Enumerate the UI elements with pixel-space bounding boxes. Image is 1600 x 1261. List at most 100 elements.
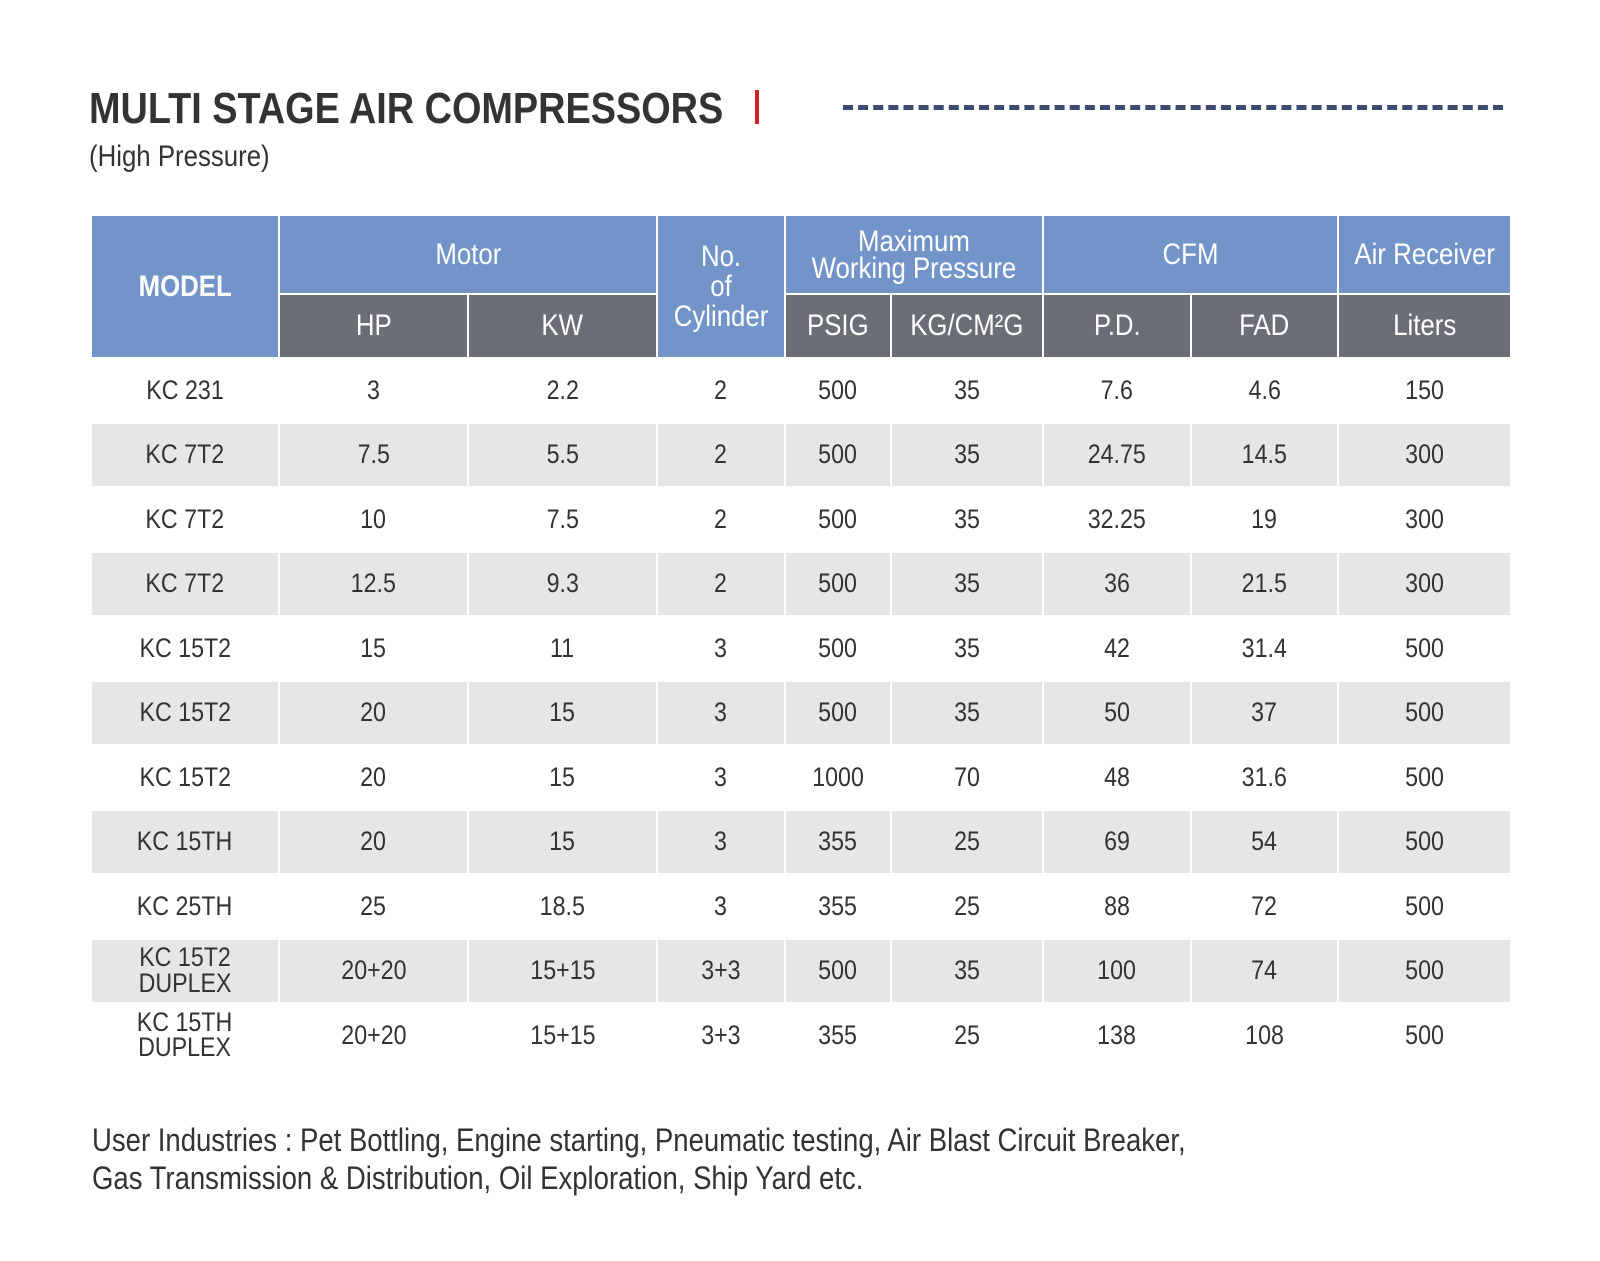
- cell-text: 48: [1104, 761, 1130, 792]
- value-cell: 35: [892, 359, 1042, 422]
- value-cell: 500: [1339, 746, 1510, 809]
- group-header: No. of Cylinder: [658, 216, 784, 357]
- cell-text: 12.5: [350, 568, 397, 599]
- cell-text: 31.4: [1241, 632, 1288, 663]
- cell-text: 15: [360, 632, 387, 663]
- cell-text: FAD: [1239, 309, 1290, 342]
- value-cell: 355: [786, 810, 890, 873]
- cell-text: 138: [1097, 1019, 1137, 1050]
- value-cell: 48: [1044, 746, 1190, 809]
- column-header: Liters: [1339, 295, 1510, 357]
- value-cell: 9.3: [469, 552, 656, 615]
- column-header: PSIG: [786, 295, 890, 357]
- cell-text: Liters: [1392, 309, 1457, 342]
- cell-text: 2: [714, 503, 728, 534]
- value-cell: 70: [892, 746, 1042, 809]
- cell-text: 108: [1245, 1019, 1284, 1050]
- value-cell: 69: [1044, 810, 1190, 873]
- value-cell: 1000: [786, 746, 890, 809]
- value-cell: 50: [1044, 681, 1190, 744]
- cell-text: 7.5: [357, 439, 390, 470]
- model-cell: KC 15T2: [92, 681, 278, 744]
- value-cell: 15: [469, 810, 656, 873]
- value-cell: 355: [786, 1004, 890, 1067]
- value-cell: 3+3: [658, 1004, 784, 1067]
- cell-text: 355: [818, 890, 858, 921]
- column-header: KW: [469, 295, 656, 357]
- model-cell: KC 15TH DUPLEX: [92, 1004, 278, 1067]
- cell-text: 3: [714, 826, 728, 857]
- cell-text: KC 15T2 DUPLEX: [138, 942, 232, 998]
- cell-text: 35: [954, 955, 980, 986]
- model-cell: KC 231: [92, 359, 278, 422]
- cell-text: KG/CM²G: [910, 309, 1024, 342]
- cell-text: No. of Cylinder: [673, 239, 769, 333]
- value-cell: 24.75: [1044, 423, 1190, 486]
- cell-text: 15+15: [529, 1019, 596, 1050]
- value-cell: 20: [280, 746, 467, 809]
- cell-text: 100: [1097, 955, 1137, 986]
- value-cell: 10: [280, 488, 467, 551]
- cell-text: Maximum Working Pressure: [811, 224, 1017, 285]
- cell-text: 24.75: [1087, 439, 1147, 470]
- cell-text: 500: [818, 439, 858, 470]
- value-cell: 2.2: [469, 359, 656, 422]
- cell-text: 20+20: [340, 955, 407, 986]
- group-header: CFM: [1044, 216, 1337, 293]
- cell-text: HP: [355, 309, 392, 342]
- cell-text: 20: [360, 761, 387, 792]
- value-cell: 500: [786, 939, 890, 1002]
- cell-text: KC 15TH DUPLEX: [137, 1006, 233, 1063]
- cell-text: 500: [1405, 890, 1444, 921]
- value-cell: 500: [786, 488, 890, 551]
- cell-text: 25: [954, 826, 980, 857]
- model-cell: KC 15T2: [92, 617, 278, 680]
- cell-text: 35: [954, 697, 980, 728]
- value-cell: 54: [1192, 810, 1337, 873]
- cell-text: 35: [954, 632, 980, 663]
- cell-text: 3: [367, 374, 380, 405]
- model-cell: KC 7T2: [92, 423, 278, 486]
- cell-text: 300: [1405, 439, 1444, 470]
- model-cell: KC 25TH: [92, 875, 278, 938]
- cell-text: 2.2: [546, 374, 579, 405]
- value-cell: 5.5: [469, 423, 656, 486]
- cell-text: 3+3: [701, 955, 741, 986]
- column-header: P.D.: [1044, 295, 1190, 357]
- column-header: FAD: [1192, 295, 1337, 357]
- cell-text: CFM: [1162, 237, 1219, 271]
- cell-text: 15: [549, 761, 576, 792]
- value-cell: 14.5: [1192, 423, 1337, 486]
- value-cell: 25: [892, 1004, 1042, 1067]
- value-cell: 19: [1192, 488, 1337, 551]
- value-cell: 12.5: [280, 552, 467, 615]
- value-cell: 32.25: [1044, 488, 1190, 551]
- value-cell: 88: [1044, 875, 1190, 938]
- cell-text: 300: [1405, 503, 1444, 534]
- cell-text: 25: [360, 890, 387, 921]
- cell-text: 7.5: [546, 503, 579, 534]
- red-bar: [755, 90, 759, 124]
- cell-text: 32.25: [1087, 503, 1147, 534]
- cell-text: 21.5: [1241, 568, 1288, 599]
- cell-text: KC 15T2: [139, 697, 231, 728]
- cell-text: 500: [1405, 632, 1444, 663]
- value-cell: 500: [786, 681, 890, 744]
- cell-text: 35: [954, 374, 980, 405]
- value-cell: 500: [1339, 875, 1510, 938]
- cell-text: 19: [1251, 503, 1278, 534]
- dashed-line: [843, 105, 1503, 110]
- cell-text: 20: [360, 697, 387, 728]
- value-cell: 3+3: [658, 939, 784, 1002]
- model-cell: KC 15TH: [92, 810, 278, 873]
- value-cell: 11: [469, 617, 656, 680]
- cell-text: 3: [714, 632, 728, 663]
- value-cell: 7.5: [280, 423, 467, 486]
- value-cell: 2: [658, 488, 784, 551]
- value-cell: 35: [892, 488, 1042, 551]
- group-header: Maximum Working Pressure: [786, 216, 1042, 293]
- cell-text: 54: [1251, 826, 1278, 857]
- value-cell: 25: [280, 875, 467, 938]
- value-cell: 500: [1339, 810, 1510, 873]
